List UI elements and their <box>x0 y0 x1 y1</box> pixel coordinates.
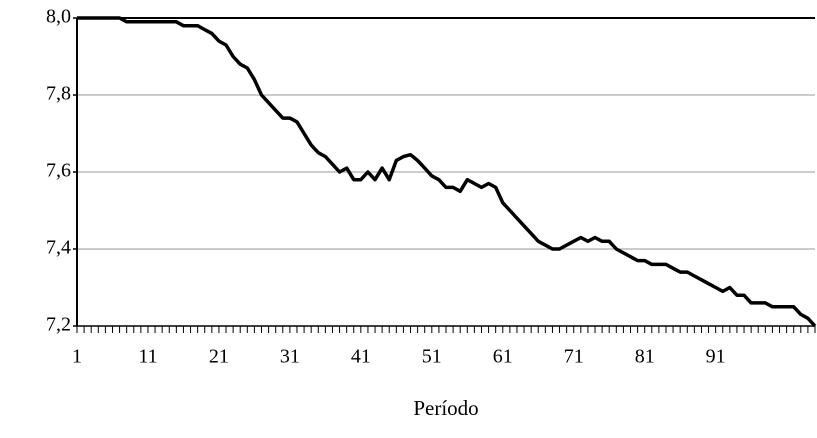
y-tick-label: 8,0 <box>46 6 71 28</box>
x-tick-label: 71 <box>564 346 584 368</box>
y-tick-label: 7,2 <box>46 314 71 336</box>
x-tick-label: 1 <box>72 346 82 368</box>
x-tick-label: 61 <box>493 346 513 368</box>
x-axis-title: Período <box>413 396 478 420</box>
x-tick-label: 41 <box>351 346 371 368</box>
x-tick-label: 91 <box>706 346 726 368</box>
y-tick-label: 7,4 <box>46 237 71 259</box>
data-line <box>77 16 817 328</box>
x-tick-label: 81 <box>635 346 655 368</box>
y-tick-label: 7,6 <box>46 160 71 182</box>
y-tick-label: 7,8 <box>46 83 71 105</box>
x-tick-label: 31 <box>280 346 300 368</box>
x-tick-label: 51 <box>422 346 442 368</box>
x-tick-label: 21 <box>209 346 229 368</box>
x-tick-label: 11 <box>138 346 157 368</box>
